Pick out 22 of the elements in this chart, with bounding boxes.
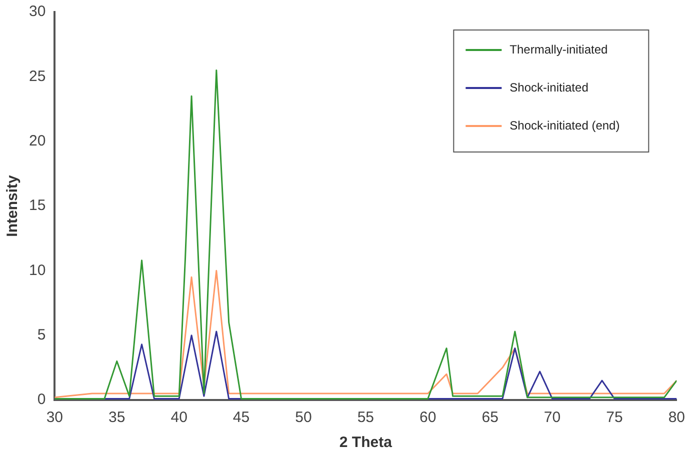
y-tick-label: 15 <box>28 197 46 214</box>
y-tick-label: 0 <box>37 391 46 408</box>
legend-label: Shock-initiated (end) <box>510 118 620 132</box>
x-tick-label: 70 <box>544 409 561 426</box>
y-axis-title: Intensity <box>4 174 22 237</box>
x-tick-label: 55 <box>357 409 374 426</box>
y-tick-label: 5 <box>37 326 46 344</box>
x-tick-label: 35 <box>108 409 126 426</box>
y-tick-label: 20 <box>28 132 46 150</box>
x-tick-label: 50 <box>295 409 312 426</box>
x-tick-label: 60 <box>420 409 436 426</box>
x-tick-label: 45 <box>232 409 250 426</box>
x-tick-label: 40 <box>170 409 188 426</box>
x-tick-label: 80 <box>668 409 685 426</box>
y-tick-label: 10 <box>28 262 46 279</box>
y-tick-label: 25 <box>28 68 46 85</box>
y-tick-label: 30 <box>28 3 46 20</box>
x-tick-label: 65 <box>482 409 498 426</box>
legend-label: Shock-initiated <box>510 80 588 94</box>
legend-label: Thermally-initiated <box>510 42 608 56</box>
x-tick-label: 75 <box>606 409 623 426</box>
x-axis-title: 2 Theta <box>339 434 393 452</box>
